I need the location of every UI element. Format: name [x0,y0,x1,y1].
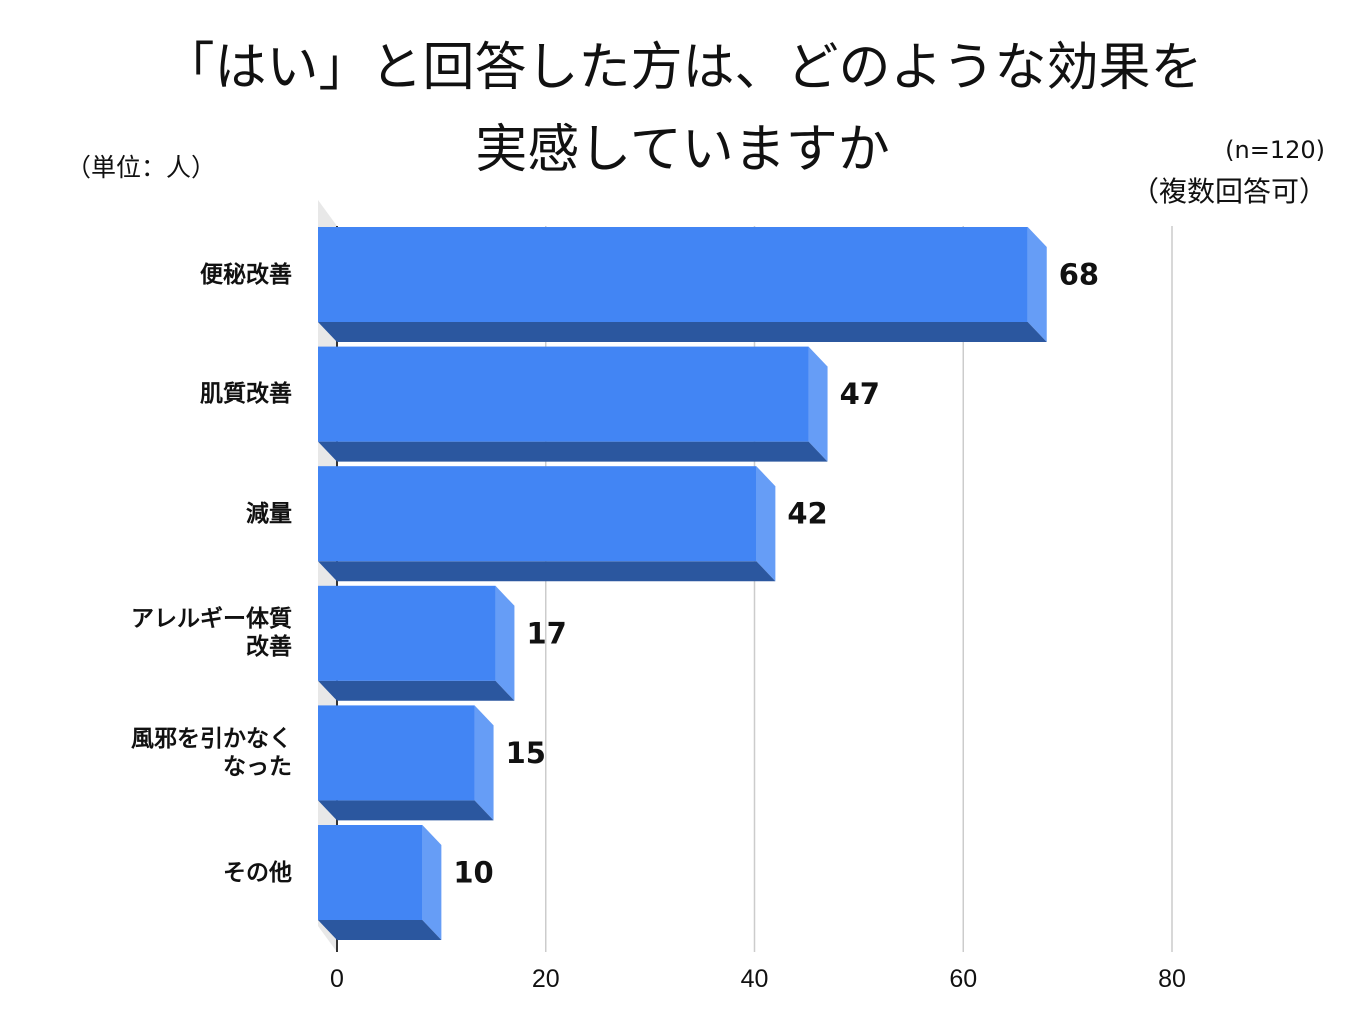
category-label-line: アレルギー体質 [131,606,292,633]
x-tick-label: 20 [532,965,560,993]
category-label-line: 肌質改善 [200,381,292,408]
category-label-line: 風邪を引かなく [131,725,292,752]
category-label: 肌質改善 [62,380,292,408]
category-label: 減量 [62,500,292,528]
category-label-line: 便秘改善 [200,261,292,288]
bar [318,825,442,940]
data-label: 17 [526,616,566,650]
bar-bottom-face [318,800,494,821]
bar [318,227,1047,342]
category-label-line: なった [223,753,292,780]
bar-bottom-face [318,920,442,940]
bar-bottom-face [318,680,515,701]
bar-front-face [318,705,475,801]
category-label-line: その他 [223,859,292,886]
x-axis-ticks: 0 20 40 60 80 [330,965,1186,993]
category-label: その他 [62,859,292,887]
bar-bottom-face [318,322,1047,342]
category-label: 便秘改善 [62,261,292,289]
unit-note: （単位：人） [66,153,217,182]
x-tick-label: 40 [741,965,769,993]
bar-side-face [495,585,515,701]
bar-side-face [1027,227,1047,342]
x-tick-label: 60 [949,965,977,993]
bar-bottom-face [318,441,828,462]
bar-front-face [318,585,496,681]
data-label: 47 [840,377,880,411]
multiple-answer-note: （複数回答可） [1130,175,1327,208]
bar [318,705,494,821]
bar-front-face [318,227,1028,322]
data-label: 15 [506,736,546,770]
category-label-line: 改善 [246,634,292,661]
value-labels: 68 47 42 17 15 10 [453,258,1099,890]
bar-front-face [318,825,423,920]
bar-front-face [318,466,757,562]
x-tick-label: 0 [330,965,344,993]
data-label: 68 [1059,258,1099,292]
category-label-line: 減量 [246,500,292,527]
sample-size-note: (n=120) [1225,136,1325,164]
bar [318,466,776,582]
data-label: 10 [453,856,493,890]
chart-title-line-1: 「はい」と回答した方は、どのような効果を [162,38,1203,98]
x-tick-label: 80 [1158,965,1186,993]
bar [318,585,515,701]
chart-title-line-2: 実感していますか [475,120,890,180]
bar [318,346,828,462]
bars [318,227,1047,940]
bar-side-face [756,466,776,582]
category-label: 風邪を引かなく なった [62,725,292,781]
category-label: アレルギー体質 改善 [62,605,292,661]
bar-side-face [474,705,494,821]
bar-side-face [808,346,828,462]
data-label: 42 [787,497,827,531]
bar-bottom-face [318,561,776,582]
bar-front-face [318,346,809,442]
bar-side-face [422,825,442,940]
